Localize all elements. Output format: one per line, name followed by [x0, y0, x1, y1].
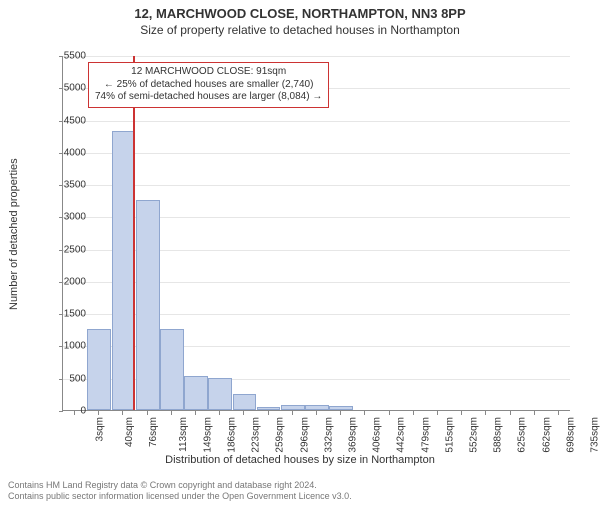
- x-tick-label: 406sqm: [372, 417, 383, 453]
- histogram-bar: [160, 329, 184, 410]
- y-tick-label: 4000: [46, 147, 86, 158]
- grid-line: [63, 56, 570, 57]
- y-tick-label: 4500: [46, 115, 86, 126]
- footer-line2: Contains public sector information licen…: [8, 491, 352, 502]
- histogram-chart: [62, 56, 570, 411]
- y-tick-label: 500: [46, 373, 86, 384]
- x-tick-label: 259sqm: [275, 417, 286, 453]
- y-tick-label: 1000: [46, 341, 86, 352]
- grid-line: [63, 153, 570, 154]
- x-tick-mark: [340, 411, 341, 415]
- histogram-bar: [208, 378, 232, 410]
- histogram-bar: [112, 131, 136, 410]
- property-marker-line: [133, 56, 135, 410]
- x-tick-mark: [413, 411, 414, 415]
- annotation-line2: ← 25% of detached houses are smaller (2,…: [95, 79, 322, 92]
- x-tick-mark: [437, 411, 438, 415]
- x-tick-mark: [461, 411, 462, 415]
- histogram-bar: [184, 376, 208, 410]
- x-tick-mark: [558, 411, 559, 415]
- histogram-bar: [305, 405, 329, 410]
- x-tick-label: 552sqm: [469, 417, 480, 453]
- y-tick-label: 3500: [46, 180, 86, 191]
- x-tick-mark: [74, 411, 75, 415]
- x-tick-label: 698sqm: [565, 417, 576, 453]
- x-tick-mark: [171, 411, 172, 415]
- x-tick-label: 369sqm: [348, 417, 359, 453]
- x-tick-mark: [268, 411, 269, 415]
- x-tick-label: 662sqm: [541, 417, 552, 453]
- x-tick-label: 625sqm: [517, 417, 528, 453]
- histogram-bar: [233, 394, 257, 410]
- x-tick-mark: [485, 411, 486, 415]
- annotation-line3: 74% of semi-detached houses are larger (…: [95, 91, 322, 104]
- x-tick-mark: [316, 411, 317, 415]
- x-tick-mark: [510, 411, 511, 415]
- footer-attribution: Contains HM Land Registry data © Crown c…: [8, 480, 352, 502]
- x-tick-label: 113sqm: [178, 417, 189, 452]
- x-tick-label: 442sqm: [396, 417, 407, 453]
- y-axis-title: Number of detached properties: [8, 158, 20, 310]
- x-tick-mark: [292, 411, 293, 415]
- page-title: 12, MARCHWOOD CLOSE, NORTHAMPTON, NN3 8P…: [0, 6, 600, 21]
- histogram-bar: [136, 200, 160, 410]
- x-tick-label: 3sqm: [95, 417, 106, 441]
- y-tick-label: 0: [46, 406, 86, 417]
- x-tick-label: 76sqm: [148, 417, 159, 447]
- histogram-bar: [257, 407, 281, 410]
- page-subtitle: Size of property relative to detached ho…: [0, 23, 600, 37]
- x-tick-label: 186sqm: [227, 417, 238, 453]
- histogram-bar: [87, 329, 111, 410]
- x-tick-mark: [389, 411, 390, 415]
- x-tick-mark: [243, 411, 244, 415]
- x-tick-mark: [195, 411, 196, 415]
- x-tick-label: 735sqm: [589, 417, 600, 453]
- x-tick-mark: [534, 411, 535, 415]
- x-tick-label: 223sqm: [251, 417, 262, 453]
- x-tick-label: 296sqm: [299, 417, 310, 453]
- grid-line: [63, 121, 570, 122]
- x-axis-title: Distribution of detached houses by size …: [0, 454, 600, 466]
- footer-line1: Contains HM Land Registry data © Crown c…: [8, 480, 352, 491]
- y-tick-label: 5000: [46, 83, 86, 94]
- histogram-bar: [281, 405, 305, 410]
- x-tick-label: 515sqm: [444, 417, 455, 453]
- y-tick-label: 1500: [46, 309, 86, 320]
- x-tick-label: 588sqm: [493, 417, 504, 453]
- x-tick-mark: [122, 411, 123, 415]
- annotation-box: 12 MARCHWOOD CLOSE: 91sqm← 25% of detach…: [88, 62, 329, 108]
- y-tick-label: 3000: [46, 212, 86, 223]
- x-tick-mark: [98, 411, 99, 415]
- histogram-bar: [329, 406, 353, 410]
- x-tick-label: 149sqm: [202, 417, 213, 453]
- x-tick-label: 332sqm: [323, 417, 334, 453]
- y-tick-label: 2500: [46, 244, 86, 255]
- x-tick-mark: [219, 411, 220, 415]
- grid-line: [63, 185, 570, 186]
- x-tick-mark: [364, 411, 365, 415]
- x-tick-label: 40sqm: [124, 417, 135, 447]
- x-tick-mark: [147, 411, 148, 415]
- annotation-line1: 12 MARCHWOOD CLOSE: 91sqm: [95, 66, 322, 79]
- y-tick-label: 5500: [46, 51, 86, 62]
- x-tick-label: 479sqm: [420, 417, 431, 453]
- y-tick-label: 2000: [46, 276, 86, 287]
